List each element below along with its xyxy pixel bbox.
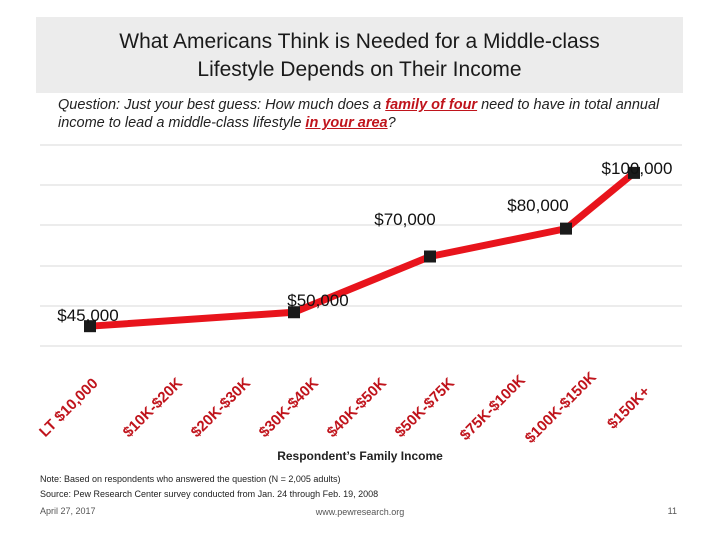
- x-axis-title: Respondent’s Family Income: [277, 449, 443, 463]
- data-labels: $45,000 $50,000 $70,000 $80,000 $100,000: [57, 159, 672, 325]
- x-tick-label: $150K+: [604, 383, 654, 433]
- title-line-1: What Americans Think is Needed for a Mid…: [119, 30, 600, 53]
- page-number: 11: [667, 506, 677, 516]
- x-tick-labels: LT $10,000 $10K-$20K $20K-$30K $30K-$40K $40…: [36, 369, 654, 447]
- note-text: Note: Based on respondents who answered …: [40, 474, 341, 484]
- question-text-1: Question: Just your best guess: How much…: [58, 97, 386, 113]
- data-point-marker: [288, 306, 300, 319]
- data-label: $70,000: [374, 210, 435, 229]
- data-point-marker: [84, 320, 96, 333]
- x-tick-label: $10K-$20K: [120, 375, 186, 441]
- data-label: $100,000: [602, 159, 673, 178]
- data-markers: [84, 166, 640, 333]
- x-tick-label: $20K-$30K: [188, 375, 254, 441]
- footer-website: www.pewresearch.org: [315, 507, 405, 517]
- title-line-2: Lifestyle Depends on Their Income: [197, 58, 522, 81]
- x-tick-label: $50K-$75K: [392, 375, 458, 441]
- income-line-chart: $45,000 $50,000 $70,000 $80,000 $100,000 LT …: [36, 144, 682, 447]
- source-text: Source: Pew Research Center survey condu…: [40, 489, 379, 499]
- data-point-marker: [560, 222, 572, 235]
- x-tick-label: $30K-$40K: [256, 375, 322, 441]
- data-point-marker: [424, 250, 436, 263]
- title-band: [36, 17, 683, 93]
- data-label: $80,000: [507, 196, 568, 215]
- data-label: $50,000: [287, 291, 348, 310]
- x-tick-label: $75K-$100K: [457, 372, 529, 444]
- x-tick-label: $40K-$50K: [324, 375, 390, 441]
- footer-date: April 27, 2017: [40, 506, 96, 516]
- question-highlight-family: family of four: [385, 97, 478, 113]
- data-point-marker: [628, 166, 640, 179]
- gridlines: [40, 144, 682, 347]
- x-tick-label: LT $10,000: [36, 375, 101, 440]
- question-text-3: ?: [387, 115, 396, 131]
- survey-question: Question: Just your best guess: How much…: [58, 96, 688, 132]
- slide-title: What Americans Think is Needed for a Mid…: [36, 28, 683, 84]
- question-highlight-area: in your area: [305, 115, 388, 131]
- data-label: $45,000: [57, 306, 118, 325]
- question-text-2: need to have in total annual income to l…: [58, 97, 660, 131]
- x-tick-label: $100K-$150K: [522, 369, 600, 447]
